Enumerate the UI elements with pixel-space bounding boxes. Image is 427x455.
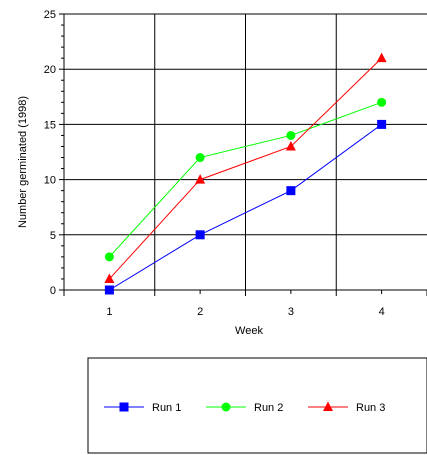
data-point-run-1 <box>104 285 114 295</box>
data-point-run-1 <box>377 119 387 129</box>
data-point-run-1 <box>195 230 205 240</box>
x-tick-label: 1 <box>106 306 112 318</box>
y-tick-label: 0 <box>50 285 56 297</box>
data-point-run-3 <box>376 52 387 63</box>
legend-label-2: Run 2 <box>254 402 283 414</box>
data-point-run-3 <box>104 273 115 283</box>
axes: 0 5 10 15 20 25 1 2 3 4 <box>44 9 427 318</box>
legend: Run 1 Run 2 Run 3 <box>87 357 427 454</box>
data-point-run-2 <box>195 153 205 163</box>
series-line-1 <box>109 123 382 291</box>
data-point-run-3 <box>195 174 206 184</box>
y-tick-label: 15 <box>44 119 56 131</box>
x-tick-label: 2 <box>197 306 203 318</box>
data-point-run-1 <box>286 186 296 196</box>
x-axis-label: Week <box>235 325 263 337</box>
series-line-3 <box>109 57 382 280</box>
legend-marker-1 <box>119 402 129 412</box>
legend-label-1: Run 1 <box>152 402 181 414</box>
legend-marker-2 <box>221 402 231 412</box>
x-tick-label: 4 <box>379 306 385 318</box>
data-point-run-2 <box>377 97 387 107</box>
series-line-2 <box>109 101 382 258</box>
y-axis-label: Number germinated (1998) <box>17 96 29 228</box>
series-layer <box>104 52 387 295</box>
legend-box <box>87 357 427 454</box>
data-point-run-2 <box>104 252 114 262</box>
y-tick-label: 20 <box>44 64 56 76</box>
data-point-run-2 <box>286 130 296 140</box>
y-tick-label: 5 <box>50 230 56 242</box>
x-tick-label: 3 <box>288 306 294 318</box>
data-point-run-3 <box>285 140 296 151</box>
y-tick-label: 10 <box>44 175 56 187</box>
legend-label-3: Run 3 <box>356 402 385 414</box>
y-tick-label: 25 <box>44 9 56 21</box>
grid <box>64 13 427 290</box>
legend-marker-3 <box>323 401 333 411</box>
